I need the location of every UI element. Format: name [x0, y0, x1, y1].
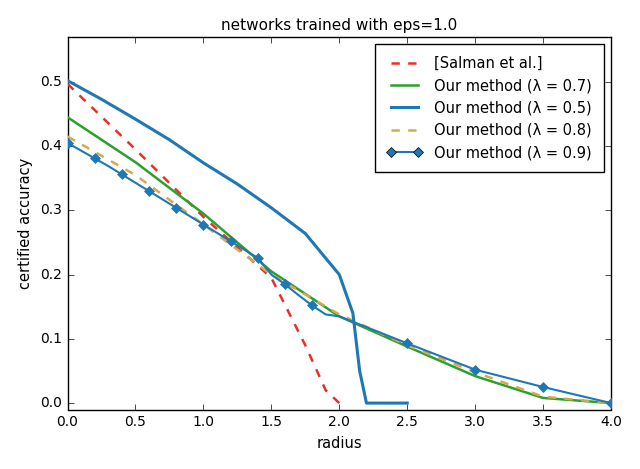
X-axis label: radius: radius — [316, 436, 362, 451]
Legend: [Salman et al.], Our method (λ = 0.7), Our method (λ = 0.5), Our method (λ = 0.8: [Salman et al.], Our method (λ = 0.7), O… — [374, 44, 604, 172]
Y-axis label: certified accuracy: certified accuracy — [18, 158, 33, 289]
Title: networks trained with eps=1.0: networks trained with eps=1.0 — [221, 18, 458, 33]
